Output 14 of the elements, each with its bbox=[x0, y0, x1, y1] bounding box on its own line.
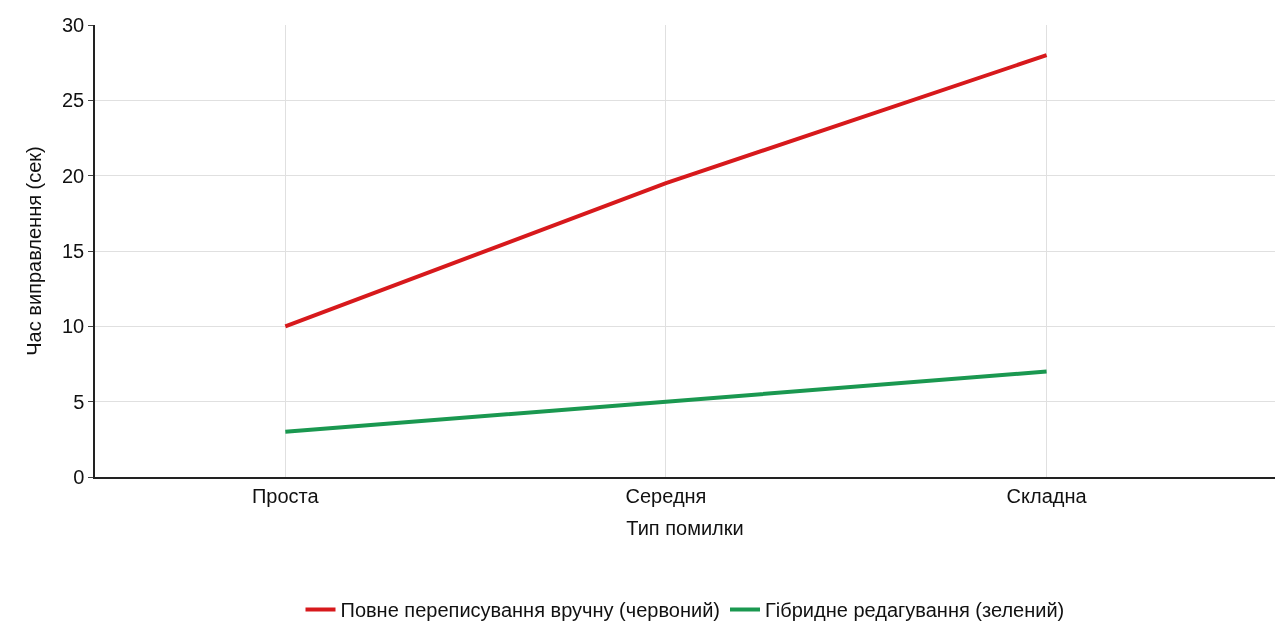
legend-label: Гібридне редагування (зелений) bbox=[765, 599, 1065, 622]
x-tick-label: Середня bbox=[625, 484, 707, 507]
x-tick-label: Складна bbox=[1006, 484, 1088, 507]
y-tick-label: 0 bbox=[73, 466, 85, 488]
y-tick-label: 10 bbox=[62, 315, 85, 338]
y-tick-label: 30 bbox=[62, 14, 85, 36]
x-tick-label: Проста bbox=[251, 484, 320, 507]
y-tick-label: 20 bbox=[62, 164, 85, 187]
y-axis-title: Час виправлення (сек) bbox=[23, 146, 45, 356]
y-tick-label: 25 bbox=[62, 89, 85, 112]
x-axis-title: Тип помилки bbox=[626, 516, 744, 539]
legend-label: Повне переписування вручну (червоний) bbox=[340, 599, 720, 622]
y-tick-label: 15 bbox=[62, 240, 85, 262]
y-tick-label: 5 bbox=[73, 390, 85, 413]
